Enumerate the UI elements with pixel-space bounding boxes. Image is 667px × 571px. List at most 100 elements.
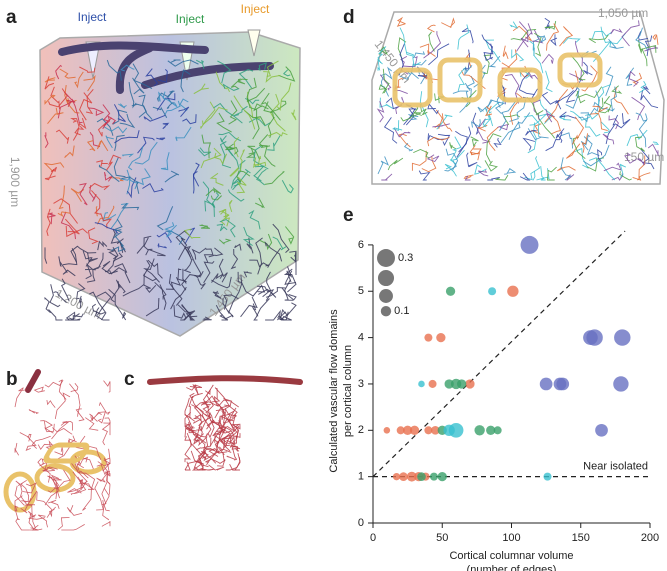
vessel (75, 447, 94, 470)
vessel (509, 99, 527, 122)
vessel (281, 179, 294, 194)
vessel (65, 311, 80, 321)
vessel (186, 247, 202, 277)
vessel (145, 68, 159, 87)
vessel (619, 163, 626, 178)
vessel (597, 97, 610, 114)
vessel (428, 31, 435, 52)
bubble (392, 472, 401, 481)
bubble (436, 332, 446, 343)
vessel (216, 429, 226, 446)
vessel (85, 417, 99, 431)
vessel (510, 28, 537, 41)
vessel (165, 276, 182, 290)
bubble (539, 377, 553, 391)
vessel (238, 68, 254, 89)
vessel (196, 437, 212, 451)
bubble (556, 377, 570, 391)
vessel (524, 171, 536, 181)
vessel (635, 27, 648, 50)
vessel (418, 170, 431, 181)
vessel (197, 278, 206, 290)
vessel (203, 248, 214, 263)
size-legend-label: 0.1 (394, 305, 409, 317)
bubble (520, 235, 539, 254)
vessel (574, 147, 589, 169)
vessel (166, 224, 177, 238)
vessel (157, 69, 168, 83)
vessel (456, 126, 472, 158)
vessel (210, 195, 222, 201)
y-tick-label: 0 (358, 517, 364, 529)
vessel (54, 392, 71, 419)
vessel (154, 281, 167, 300)
vessel (590, 113, 608, 132)
vessel (572, 116, 585, 145)
vessel (201, 395, 219, 408)
vessel (248, 209, 261, 230)
dimension-label: 1,050 µm (598, 6, 648, 20)
vessel (147, 259, 163, 279)
vessel (588, 34, 609, 44)
vessel (48, 88, 68, 108)
vessel (263, 71, 281, 83)
vessel (44, 296, 51, 314)
vessel (89, 131, 101, 148)
vessel (113, 218, 123, 239)
vessel (136, 168, 151, 186)
vessel (603, 95, 612, 113)
vessel (226, 439, 235, 448)
vessel (402, 55, 418, 67)
vessel (215, 71, 231, 93)
vessel (37, 514, 48, 528)
vessel (605, 66, 614, 96)
vessel (143, 258, 160, 283)
vessel (499, 100, 517, 131)
vessel (15, 479, 27, 487)
panel-letter: e (343, 205, 354, 226)
vessel (264, 241, 283, 262)
vessel (202, 447, 215, 454)
bubble (493, 426, 502, 435)
vessel (449, 142, 457, 150)
vessel (232, 433, 241, 438)
vessel (46, 400, 56, 408)
vessel (57, 100, 73, 119)
ring (497, 67, 543, 103)
vessel (266, 60, 279, 77)
vessel (284, 279, 294, 301)
reference-label: Near isolated (583, 461, 648, 473)
vessel (486, 126, 499, 151)
vessel (103, 380, 111, 393)
vessel (89, 185, 97, 202)
vessel (142, 182, 164, 193)
vessel (577, 86, 603, 99)
vessel (131, 103, 153, 120)
vessel (257, 62, 267, 72)
vessel (170, 59, 181, 63)
vessel (91, 190, 102, 215)
vessel (79, 66, 96, 73)
vessel (126, 177, 137, 199)
vessel (228, 100, 238, 125)
vessel (452, 90, 469, 101)
vessel (156, 232, 173, 243)
vessel (396, 16, 406, 27)
vessel (206, 420, 215, 430)
vessel (464, 175, 471, 181)
vessel (145, 297, 160, 317)
vessel (94, 222, 119, 235)
vessel (102, 500, 110, 521)
vessel (547, 166, 557, 181)
vessel (52, 427, 73, 435)
vessel (426, 24, 436, 33)
x-tick-label: 100 (502, 532, 520, 544)
reference-line (372, 230, 626, 478)
surface-vessel (147, 375, 303, 385)
vessel (47, 107, 64, 125)
vessel (44, 94, 56, 105)
vessel (208, 447, 228, 457)
vessel (106, 59, 122, 81)
x-tick-label: 150 (572, 532, 590, 544)
panel-e-chart: 0 1 2 3 4 5 6 0 50 100 150 200 Cortical columnar vol… (328, 230, 659, 571)
